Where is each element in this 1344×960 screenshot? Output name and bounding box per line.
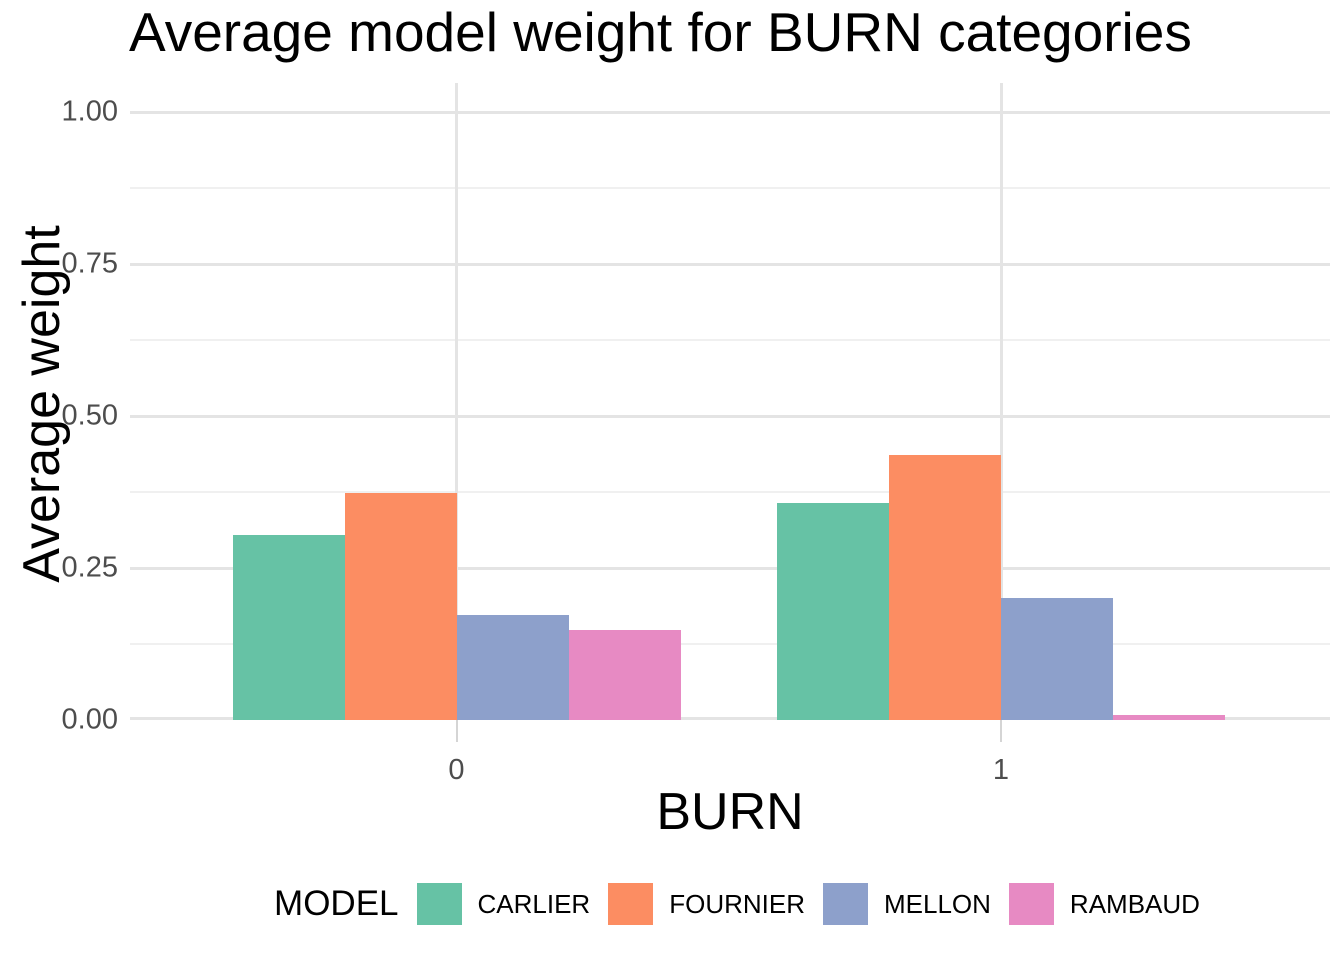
bar-fournier-burn0 [344,493,457,720]
x-tick-label: 1 [992,754,1010,786]
y-tick-label: 0.50 [61,399,118,432]
bar-mellon-burn0 [456,614,569,720]
bar-mellon-burn1 [1001,598,1113,720]
plot-panel [130,83,1330,720]
bar-fournier-burn1 [889,454,1001,720]
minor-gridline [130,187,1330,189]
y-tick-label: 1.00 [61,95,118,128]
y-tick-label: 0.25 [61,551,118,584]
legend-swatch-mellon [823,883,868,925]
legend-label: MELLON [884,888,991,919]
legend-item-carlier: CARLIER [416,883,591,925]
legend-item-mellon: MELLON [823,883,991,925]
minor-gridline [130,643,1330,645]
major-gridline [130,567,1330,570]
legend-label: RAMBAUD [1069,888,1200,919]
legend-swatch-rambaud [1008,883,1054,925]
legend-label: FOURNIER [669,888,805,919]
legend-item-fournier: FOURNIER [608,883,805,925]
legend-swatch-carlier [416,883,462,925]
major-gridline [130,263,1330,266]
x-tick-mark [1000,720,1002,742]
bar-carlier-burn0 [232,534,345,720]
legend-title: MODEL [274,884,399,923]
minor-gridline [130,491,1330,493]
legend-label: CARLIER [477,888,591,919]
y-tick-label: 0.00 [61,703,118,736]
x-axis-title: BURN [656,783,804,841]
bar-carlier-burn1 [777,502,889,720]
legend-item-rambaud: RAMBAUD [1008,883,1200,925]
legend: MODEL CARLIER FOURNIER MELLON RAMBAUD [130,880,1344,928]
major-gridline [130,415,1330,418]
major-gridline [130,111,1330,114]
bar-rambaud-burn1 [1113,714,1225,720]
category-gridline [455,83,458,720]
minor-gridline [130,339,1330,341]
chart-title: Average model weight for BURN categories [129,1,1192,63]
x-tick-label: 0 [448,754,465,786]
legend-swatch-fournier [608,883,654,925]
y-tick-label: 0.75 [61,247,118,280]
category-gridline [999,83,1003,720]
bar-rambaud-burn0 [568,630,681,720]
major-gridline [130,717,1330,720]
x-tick-mark [455,720,458,742]
